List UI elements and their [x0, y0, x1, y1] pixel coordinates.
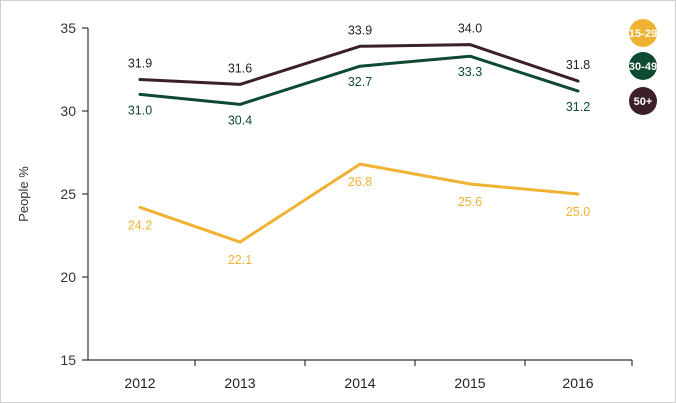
x-tick-label: 2012 — [124, 375, 155, 391]
series-line-30-49 — [138, 54, 580, 106]
legend-item-15-29: 15-29 — [629, 19, 657, 47]
series-layer — [138, 43, 580, 244]
legend-swatch — [629, 87, 657, 115]
x-tick-label: 2015 — [454, 375, 485, 391]
data-label-30-49: 30.4 — [228, 113, 252, 127]
legend-swatch — [629, 19, 657, 47]
y-ticks: 15 20 25 30 35 — [60, 20, 88, 368]
data-labels: 24.2 22.1 26.8 25.6 25.0 31.0 30.4 32.7 33.3 31.2… — [128, 22, 590, 268]
data-label-15-29: 26.8 — [348, 175, 372, 189]
y-axis-label: People % — [16, 166, 31, 222]
data-label-15-29: 25.0 — [566, 205, 590, 219]
legend-item-30-49: 30-49 — [629, 52, 657, 80]
data-label-15-29: 24.2 — [128, 218, 152, 232]
data-label-30-49: 32.7 — [348, 75, 372, 89]
legend-label: 15-29 — [629, 28, 657, 40]
legend-item-50+: 50+ — [629, 87, 657, 115]
legend: 15-29 30-49 50+ — [629, 19, 657, 115]
data-label-30-49: 31.0 — [128, 103, 152, 117]
data-label-50+: 31.9 — [128, 57, 152, 71]
y-tick-label: 15 — [60, 352, 76, 368]
y-tick-label: 35 — [60, 20, 76, 36]
x-tick-label: 2014 — [344, 375, 375, 391]
x-tick-label: 2016 — [562, 375, 593, 391]
legend-label: 30-49 — [629, 61, 657, 73]
series-line-50+ — [138, 43, 580, 86]
y-tick-label: 20 — [60, 269, 76, 285]
data-label-30-49: 31.2 — [566, 100, 590, 114]
data-label-30-49: 33.3 — [458, 65, 482, 79]
y-tick-label: 25 — [60, 186, 76, 202]
data-label-50+: 34.0 — [458, 22, 482, 36]
data-label-50+: 31.8 — [566, 58, 590, 72]
x-tick-label: 2013 — [224, 375, 255, 391]
x-ticks: 2012 2013 2014 2015 2016 — [124, 360, 633, 391]
data-label-50+: 31.6 — [228, 61, 252, 75]
legend-swatch — [629, 52, 657, 80]
y-tick-label: 30 — [60, 103, 76, 119]
data-label-15-29: 22.1 — [228, 253, 252, 267]
series-line-15-29 — [138, 162, 580, 244]
legend-label: 50+ — [634, 96, 653, 108]
data-label-50+: 33.9 — [348, 23, 372, 37]
data-label-15-29: 25.6 — [458, 195, 482, 209]
